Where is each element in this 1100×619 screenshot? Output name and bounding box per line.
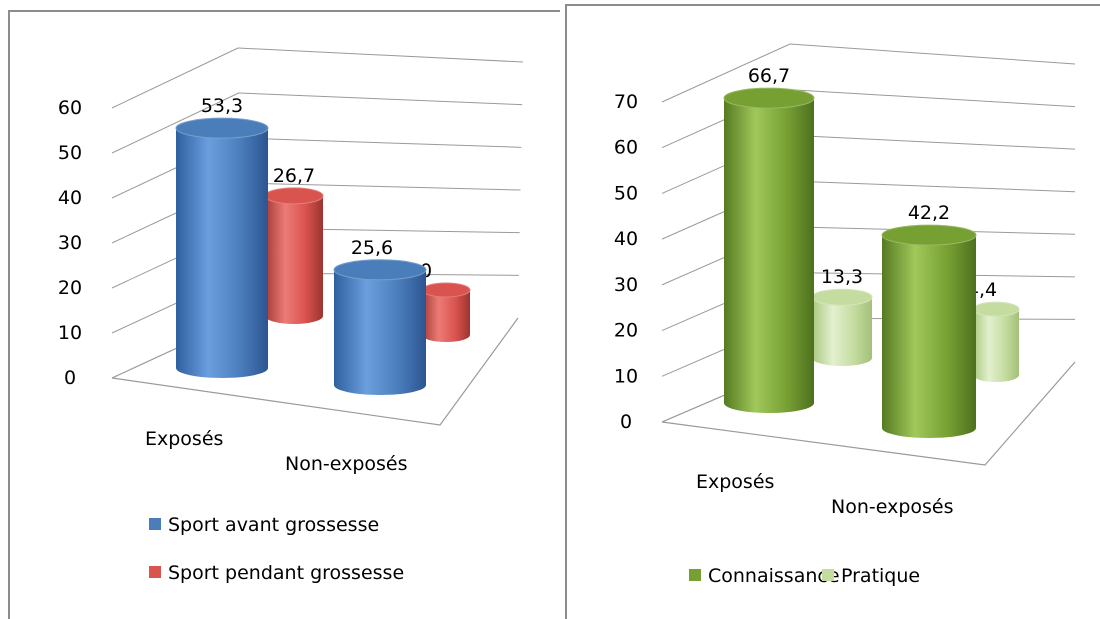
bar-s1-exposes [175,117,269,378]
bar-body [422,290,470,342]
bar-top [811,288,873,306]
bar-top [421,282,471,298]
gridline-back [792,180,1076,193]
bar-body [265,195,323,324]
legend-label: Connaissance [708,565,840,587]
bar-s2-exposes [811,288,873,366]
bar-top [881,224,977,246]
data-label: 26,7 [273,165,315,187]
gridline-back [789,43,1076,65]
bar-s2-non-exposes [421,282,471,342]
bar-body [724,98,814,413]
legend-swatch [149,518,161,530]
gridline-back [238,92,523,106]
legend-swatch [149,566,161,578]
y-tick-label: 20 [614,320,638,342]
floor-edge [661,361,1076,466]
gridline-back [237,47,524,63]
legend-label: Sport pendant grossesse [168,562,404,584]
category-label: Non-exposés [285,453,408,475]
y-tick-label: 60 [58,97,82,119]
y-tick-label: 10 [614,365,638,387]
y-tick-label: 50 [614,182,638,204]
legend-swatch [689,569,701,581]
y-tick-label: 30 [58,232,82,254]
gridline-side [111,92,239,154]
data-label: 66,7 [748,65,790,87]
category-label: Exposés [696,471,774,493]
data-label: 13,3 [821,266,863,288]
bar-s1-exposes [723,87,815,413]
bar-body [176,128,268,378]
bar-body [882,235,976,438]
y-tick-label: 50 [58,142,82,164]
y-tick-label: 20 [58,277,82,299]
gridline-back [239,137,522,148]
gridline-side [111,47,239,109]
bar-s2-exposes [264,187,324,324]
y-tick-label: 40 [58,187,82,209]
bar-s2-non-exposes [972,301,1020,382]
y-tick-label: 40 [614,228,638,250]
y-tick-label: 30 [614,274,638,296]
y-tick-label: 10 [58,322,82,344]
bar-s1-non-exposes [881,224,977,438]
bar-body [973,309,1019,382]
bar-top [972,301,1020,317]
y-tick-label: 70 [614,91,638,113]
data-label: 25,6 [351,237,393,259]
data-label: 42,2 [908,202,950,224]
category-label: Exposés [145,428,223,450]
gridline-back [239,182,521,191]
bar-top [175,117,269,139]
bar-top [264,187,324,205]
floor-edge [111,317,519,426]
gridline-back [790,89,1076,108]
legend-label: Pratique [841,565,920,587]
legend-swatch [822,569,834,581]
bar-body [334,269,426,395]
legend-label: Sport avant grossesse [168,514,379,536]
bar-top [723,87,815,109]
category-label: Non-exposés [831,496,954,518]
bar-top [333,259,427,281]
gridline-back [791,134,1076,150]
data-label: 53,3 [201,95,243,117]
y-tick-label: 0 [64,367,76,389]
bar-body [812,297,872,366]
gridline-side [661,43,791,103]
y-tick-label: 60 [614,137,638,159]
y-tick-label: 0 [620,411,632,433]
bar-s1-non-exposes [333,259,427,395]
